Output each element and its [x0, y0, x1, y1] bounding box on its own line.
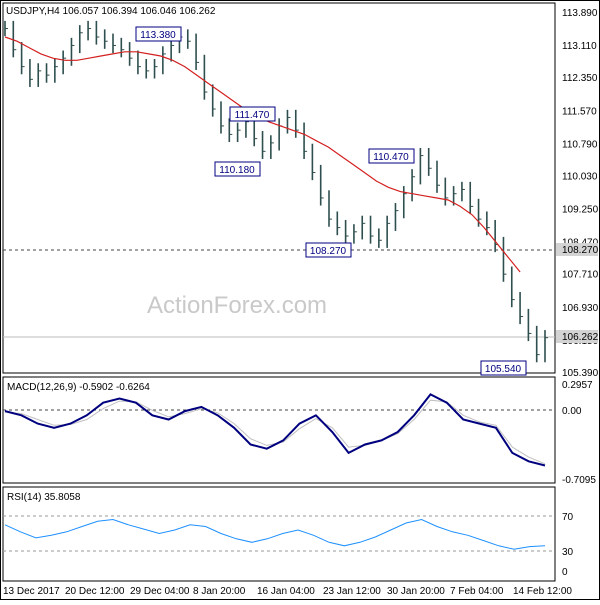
macd-line — [4, 393, 546, 467]
price-tick: 112.350 — [562, 73, 598, 84]
rsi-tick: 0 — [562, 567, 568, 578]
price-tick: 111.570 — [562, 106, 597, 117]
annotation-label: 108.270 — [310, 246, 347, 257]
rsi-line — [4, 518, 546, 550]
price-panel — [2, 2, 556, 374]
time-tick: 8 Jan 20:00 — [193, 586, 246, 597]
watermark: ActionForex.com — [147, 292, 327, 319]
price-tick: 110.030 — [562, 171, 598, 182]
time-tick: 14 Feb 12:00 — [513, 586, 572, 597]
macd-header: MACD(12,26,9) -0.5902 -0.6264 — [7, 382, 150, 393]
rsi-tick: 70 — [562, 512, 574, 523]
annotation-label: 110.470 — [373, 152, 409, 163]
price-tick: 113.890 — [562, 8, 598, 19]
macd-tick: -0.7095 — [562, 475, 596, 486]
time-tick: 20 Dec 12:00 — [65, 586, 125, 597]
annotation-label: 111.470 — [235, 110, 270, 121]
price-tick: 110.790 — [562, 139, 598, 150]
annotation-label: 113.380 — [140, 30, 176, 41]
rsi-header: RSI(14) 35.8058 — [7, 492, 81, 503]
time-tick: 30 Jan 20:00 — [387, 586, 445, 597]
annotation-110470: 110.470 — [368, 148, 415, 164]
annotation-label: 110.180 — [219, 165, 255, 176]
price-tick: 109.250 — [562, 205, 599, 216]
macd-tick: 0.2957 — [562, 380, 593, 391]
rsi-panel — [2, 486, 556, 582]
price-tick: 107.710 — [562, 270, 599, 281]
price-tick: 106.930 — [562, 303, 599, 314]
annotation-113380: 113.380 — [135, 26, 182, 42]
symbol-header: USDJPY,H4 106.057 106.394 106.046 106.26… — [6, 6, 216, 17]
price-tag-label: 108.270 — [562, 245, 599, 256]
annotation-110180: 110.180 — [214, 161, 261, 177]
time-tick: 29 Dec 04:00 — [130, 586, 190, 597]
annotation-111470: 111.470 — [229, 106, 276, 122]
annotation-label: 105.540 — [485, 364, 522, 375]
time-tick: 23 Jan 12:00 — [323, 586, 381, 597]
price-tick: 113.110 — [562, 41, 597, 52]
time-tick: 13 Dec 2017 — [3, 586, 60, 597]
time-axis: 13 Dec 2017 20 Dec 12:00 29 Dec 04:00 8 Jan… — [3, 586, 572, 597]
time-tick: 16 Jan 04:00 — [257, 586, 315, 597]
annotation-108270: 108.270 — [305, 242, 352, 258]
price-bars — [4, 20, 548, 363]
price-tick: 105.390 — [562, 368, 599, 379]
price-tag-108270: 108.270 — [556, 243, 599, 256]
time-tick: 7 Feb 04:00 — [450, 586, 504, 597]
macd-tick: 0.00 — [562, 406, 582, 417]
macd-panel — [2, 376, 556, 484]
annotation-105540: 105.540 — [480, 360, 527, 376]
price-tag-label: 106.262 — [562, 332, 599, 343]
rsi-tick: 30 — [562, 547, 574, 558]
price-tag-last: 106.262 — [556, 330, 599, 343]
